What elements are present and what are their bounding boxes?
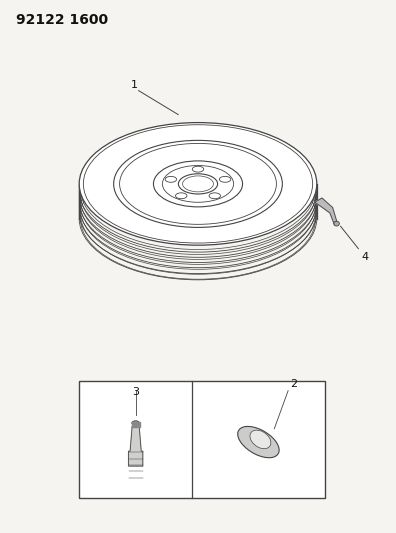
Polygon shape (315, 198, 337, 225)
Ellipse shape (80, 143, 316, 264)
Ellipse shape (219, 176, 231, 182)
Polygon shape (132, 422, 140, 427)
Ellipse shape (80, 158, 316, 279)
Text: 4: 4 (361, 252, 368, 262)
Ellipse shape (132, 421, 140, 425)
Ellipse shape (154, 161, 242, 207)
Polygon shape (129, 427, 143, 466)
Ellipse shape (238, 426, 279, 458)
Text: 2: 2 (290, 378, 297, 389)
Ellipse shape (178, 174, 218, 194)
Ellipse shape (114, 140, 282, 228)
Ellipse shape (80, 133, 316, 254)
Ellipse shape (175, 193, 187, 199)
Ellipse shape (209, 193, 221, 199)
Ellipse shape (79, 123, 317, 245)
Ellipse shape (80, 153, 316, 274)
Ellipse shape (250, 430, 271, 449)
Ellipse shape (80, 123, 316, 245)
Ellipse shape (192, 166, 204, 172)
Ellipse shape (80, 148, 316, 269)
Ellipse shape (334, 221, 339, 226)
Ellipse shape (80, 138, 316, 260)
Text: 3: 3 (132, 387, 139, 398)
Bar (79, 381, 325, 498)
Ellipse shape (80, 128, 316, 249)
Text: 1: 1 (131, 80, 138, 90)
Ellipse shape (165, 176, 177, 182)
Text: 92122 1600: 92122 1600 (16, 13, 108, 27)
